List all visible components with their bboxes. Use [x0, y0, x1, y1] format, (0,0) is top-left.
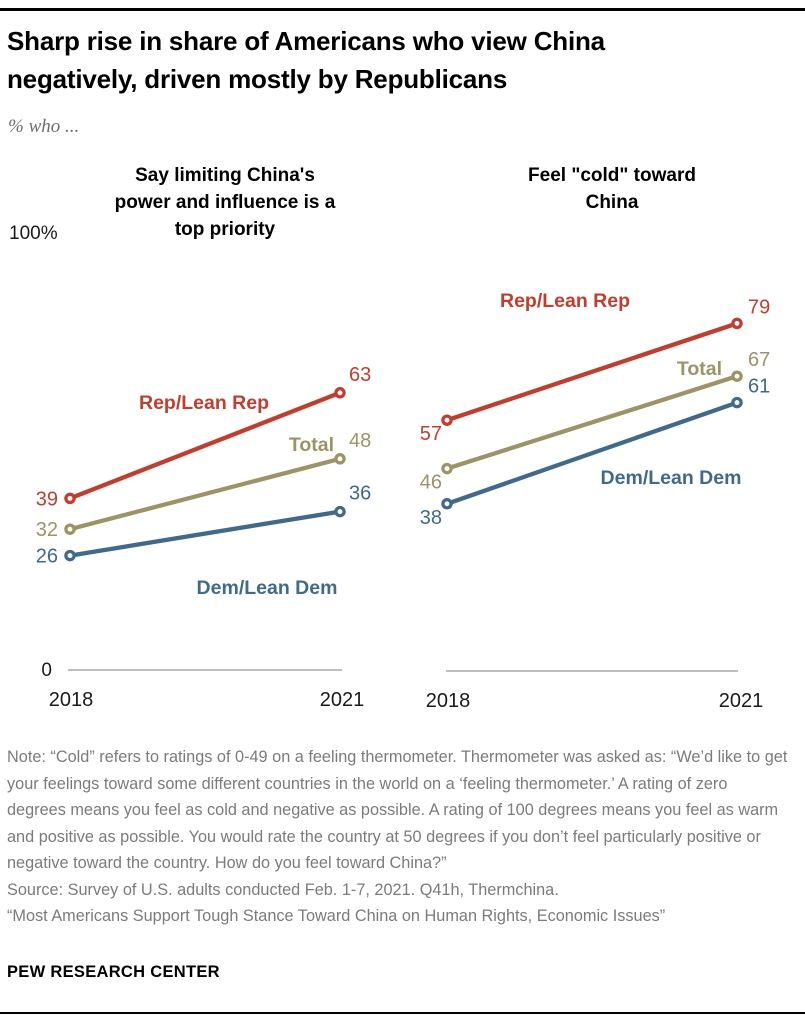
series-label: Dem/Lean Dem — [197, 577, 338, 599]
value-label-start: 38 — [420, 507, 442, 529]
data-point-marker — [64, 549, 76, 562]
trend-line-total — [69, 456, 341, 532]
trend-line-total — [446, 374, 738, 471]
value-label-end: 79 — [748, 296, 770, 318]
data-point-marker — [731, 317, 743, 330]
value-label-start: 32 — [36, 519, 58, 541]
value-label-end: 36 — [349, 483, 371, 505]
right-panel-title: Feel "cold" toward China — [528, 165, 696, 213]
data-point-marker — [334, 453, 346, 465]
chart-subtitle: % who ... — [8, 116, 80, 137]
data-point-marker — [731, 396, 743, 409]
left-panel-title: Say limiting China's power and influence… — [114, 165, 336, 240]
trend-line-rep-lean-rep — [446, 321, 738, 423]
series-label: Rep/Lean Rep — [139, 392, 269, 414]
x-tick-label: 2018 — [49, 689, 94, 711]
data-point-marker — [334, 387, 346, 399]
x-tick-label: 2021 — [719, 690, 764, 712]
x-tick-label: 2018 — [426, 690, 471, 712]
series-label: Dem/Lean Dem — [601, 467, 742, 489]
series-label: Total — [677, 358, 722, 380]
value-label-start: 39 — [36, 488, 58, 510]
data-point-marker — [64, 523, 76, 535]
data-point-marker — [441, 498, 453, 510]
report-title-text: “Most Americans Support Tough Stance Tow… — [7, 907, 666, 925]
trend-line-rep-lean-rep — [69, 390, 341, 501]
source-text: Source: Survey of U.S. adults conducted … — [7, 880, 559, 899]
footnote-block: Note: “Cold” refers to ratings of 0-49 o… — [7, 744, 789, 930]
x-tick-label: 2021 — [320, 689, 365, 711]
top-rule — [0, 8, 805, 11]
data-point-marker — [441, 414, 453, 426]
value-label-start: 26 — [36, 546, 58, 568]
bottom-rule — [0, 1012, 805, 1014]
data-point-marker — [731, 370, 743, 382]
series-label: Total — [289, 434, 334, 456]
value-label-end: 48 — [349, 430, 371, 452]
trend-line-dem-lean-dem — [446, 400, 738, 506]
value-label-end: 61 — [748, 376, 770, 398]
series-label: Rep/Lean Rep — [500, 290, 630, 312]
value-label-end: 63 — [349, 364, 371, 386]
chart-title: Sharp rise in share of Americans who vie… — [7, 26, 605, 94]
value-label-start: 57 — [420, 423, 442, 445]
data-point-marker — [441, 462, 453, 475]
y-axis-top-label: 100% — [9, 223, 58, 244]
data-point-marker — [334, 505, 346, 518]
data-point-marker — [64, 492, 76, 505]
org-name: PEW RESEARCH CENTER — [7, 963, 220, 981]
note-text: Note: “Cold” refers to ratings of 0-49 o… — [7, 748, 788, 872]
value-label-end: 67 — [748, 349, 770, 371]
trend-line-dem-lean-dem — [69, 509, 341, 558]
y-axis-bottom-label: 0 — [41, 660, 52, 681]
value-label-start: 46 — [420, 472, 442, 494]
